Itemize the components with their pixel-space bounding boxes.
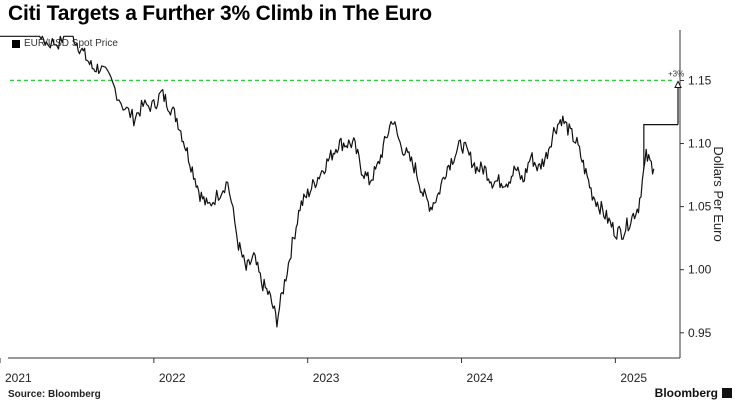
- projection-arrow-head: [674, 80, 682, 88]
- brand-logo: Bloomberg: [655, 386, 732, 400]
- x-tick-label-0: 2021: [5, 371, 32, 385]
- brand-square-icon: [722, 388, 732, 398]
- y-tick-label-2: 1.05: [688, 200, 712, 214]
- source-note: Source: Bloomberg: [8, 389, 101, 400]
- x-tick-label-2: 2023: [313, 371, 340, 385]
- chart-title: Citi Targets a Further 3% Climb in The E…: [8, 2, 432, 25]
- legend-swatch: [12, 39, 20, 48]
- projection-step: [643, 124, 678, 169]
- y-tick-label-0: 0.95: [688, 326, 712, 340]
- y-tick-label-4: 1.15: [688, 73, 712, 87]
- x-tick-label-1: 2022: [159, 371, 186, 385]
- y-axis-label: Dollars Per Euro: [711, 146, 726, 241]
- legend-label: EUR/USD Spot Price: [24, 38, 118, 49]
- y-tick-label-3: 1.10: [688, 137, 712, 151]
- brand-name: Bloomberg: [654, 386, 718, 400]
- legend: EUR/USD Spot Price: [12, 38, 118, 49]
- y-tick-label-1: 1.00: [688, 263, 712, 277]
- series-line-eurusd: [0, 35, 655, 328]
- x-tick-label-3: 2024: [467, 371, 494, 385]
- x-tick-label-4: 2025: [620, 371, 647, 385]
- annotation-label: +3%: [668, 69, 684, 78]
